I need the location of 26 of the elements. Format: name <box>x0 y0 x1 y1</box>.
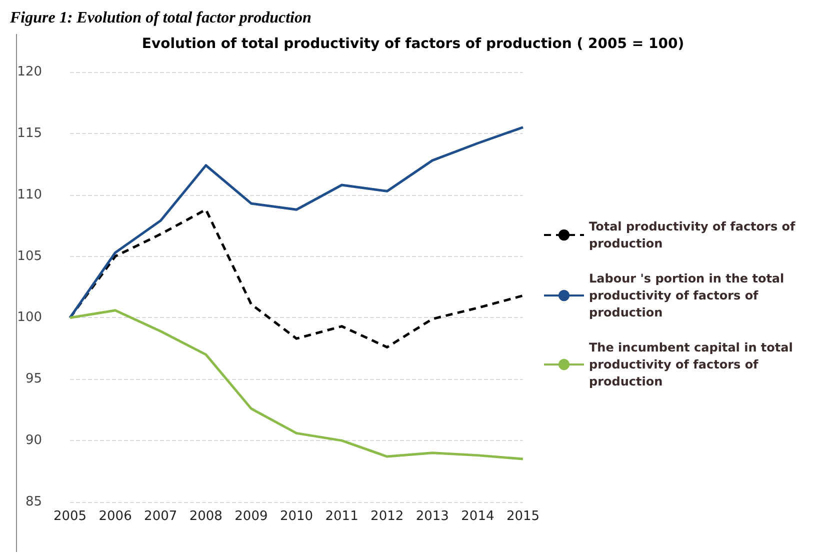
y-tick-label: 110 <box>17 187 42 202</box>
x-tick-label: 2014 <box>461 509 494 524</box>
y-tick-label: 90 <box>25 433 42 448</box>
x-tick-label: 2008 <box>189 509 222 524</box>
x-tick-label: 2006 <box>98 509 132 524</box>
y-tick-label: 95 <box>25 372 42 387</box>
legend-label: The incumbent capital in total productivity of factors of production <box>589 340 798 388</box>
y-tick-label: 120 <box>17 64 42 80</box>
x-tick-label: 2012 <box>370 509 404 524</box>
legend-label: Labour 's portion in the total productivity of factors of production <box>589 272 788 320</box>
x-tick-label: 2015 <box>506 509 540 524</box>
x-tick-label: 2009 <box>234 509 268 524</box>
line-series <box>68 126 524 319</box>
x-tick-label: 2007 <box>144 509 178 524</box>
chart-title: Evolution of total productivity of factors of production ( 2005 = 100) <box>142 36 684 52</box>
caption: Figure 1: Evolution of total factor production <box>9 10 312 26</box>
y-tick-label: 105 <box>17 248 42 264</box>
legend-label: Total productivity of factors of production <box>589 220 800 250</box>
x-tick-label: 2011 <box>325 509 358 524</box>
y-tick-label: 85 <box>25 494 42 510</box>
y-tick-label: 115 <box>17 126 42 141</box>
x-tick-label: 2005 <box>53 509 87 524</box>
line-series <box>68 309 524 460</box>
x-tick-label: 2010 <box>280 509 314 524</box>
x-tick-label: 2013 <box>416 509 449 524</box>
y-tick-label: 100 <box>17 310 42 326</box>
